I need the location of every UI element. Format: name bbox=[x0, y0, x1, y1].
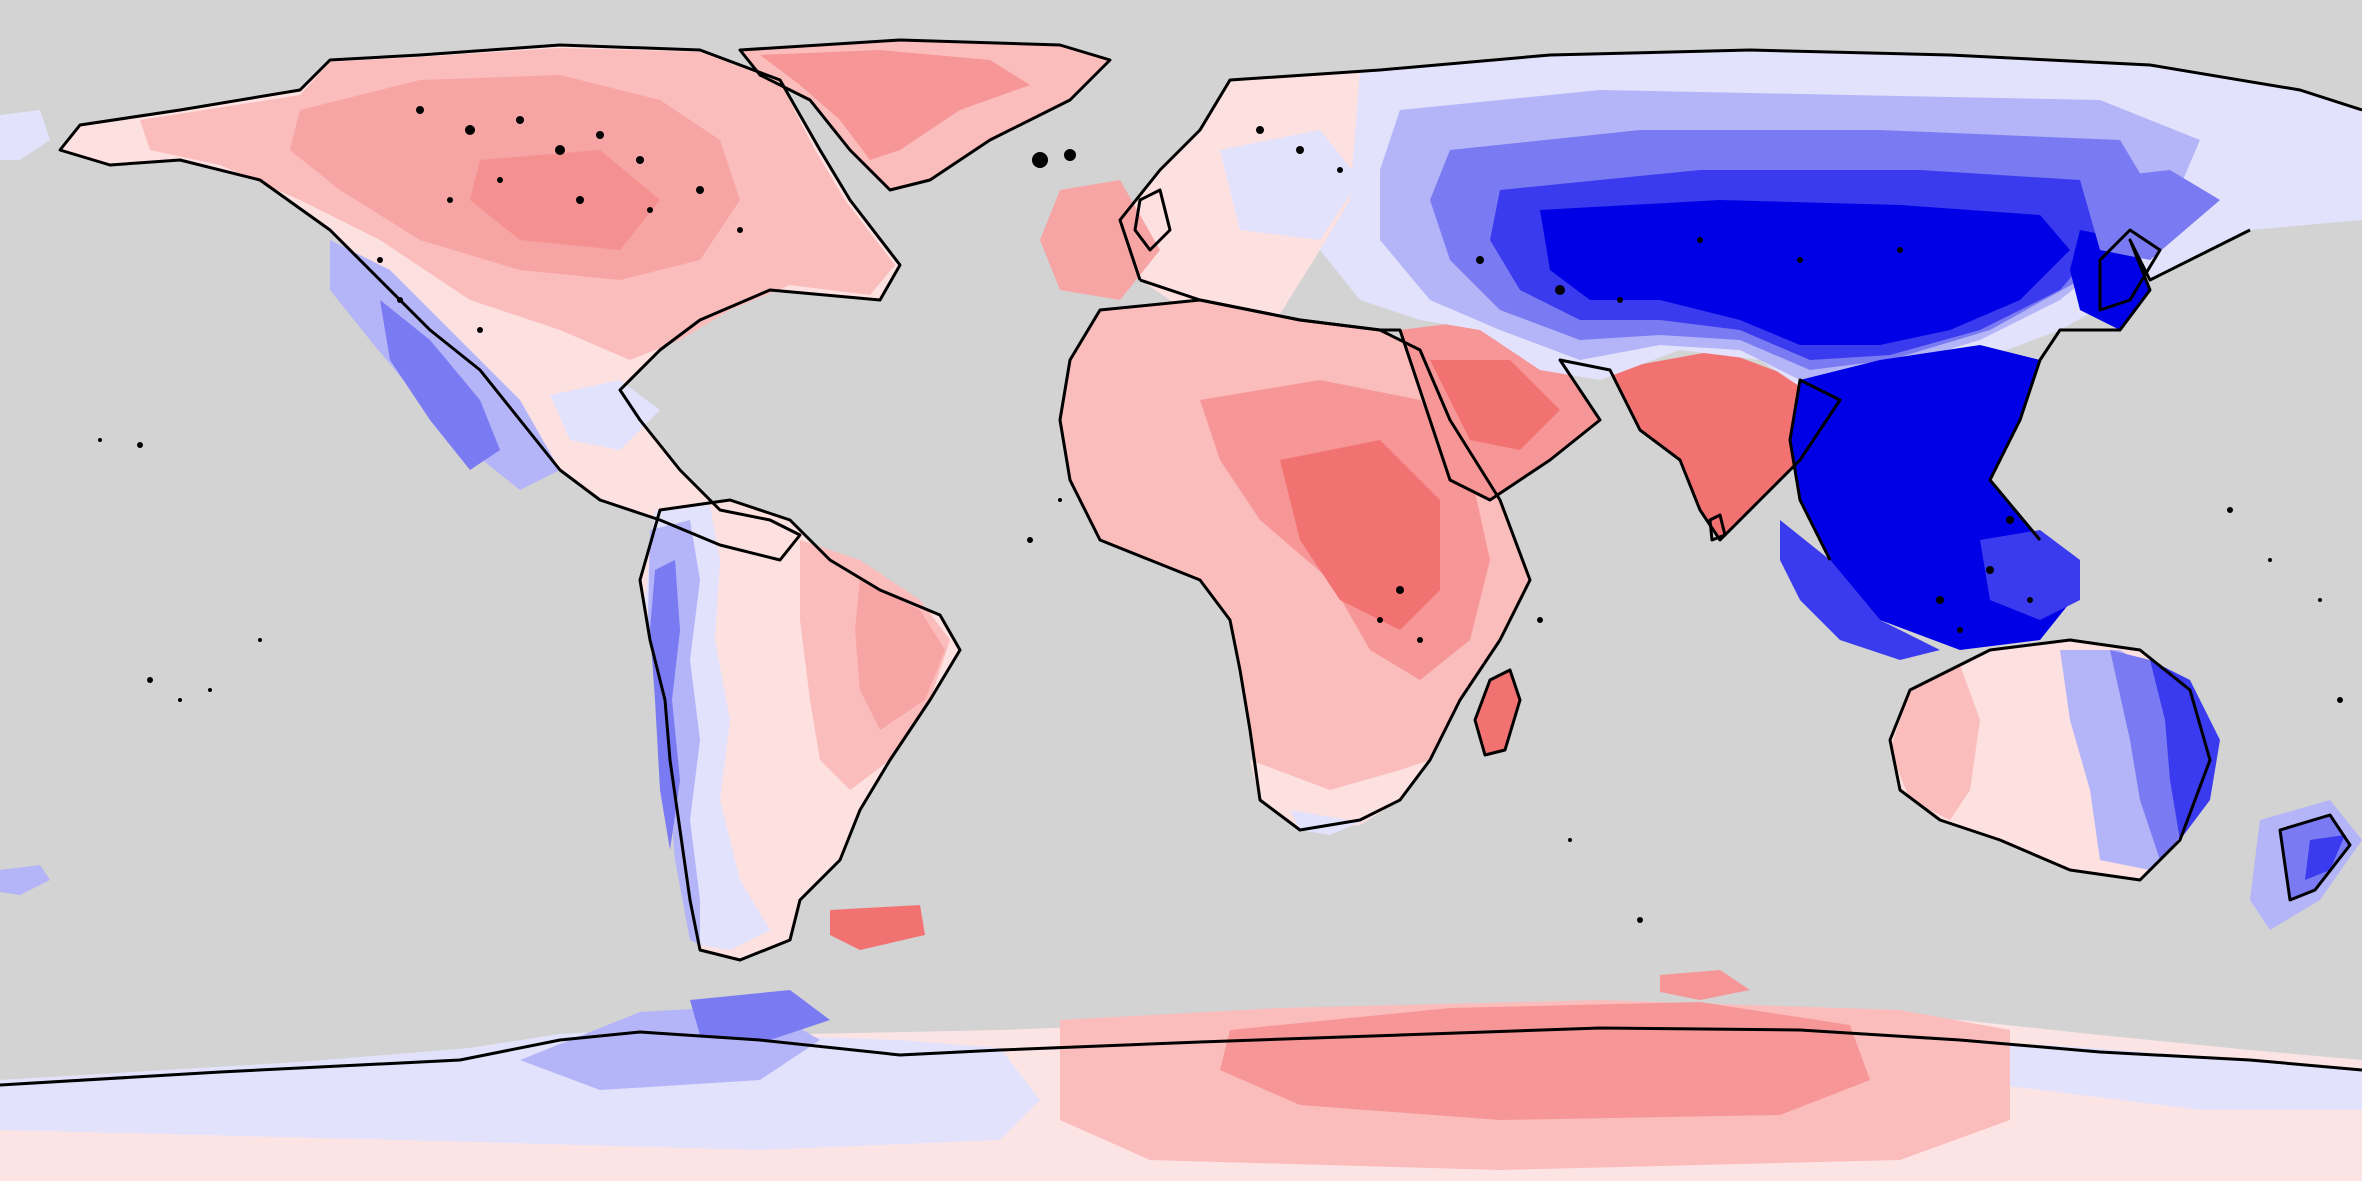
southeast-asia bbox=[1780, 345, 2080, 660]
coastline-south-america bbox=[638, 498, 962, 962]
coastline-new-zealand bbox=[2278, 813, 2352, 902]
edge-patches bbox=[0, 110, 2362, 895]
lakes-and-islands bbox=[98, 106, 2343, 923]
south-america bbox=[640, 500, 960, 960]
coastline-africa bbox=[1058, 298, 1532, 832]
coastline-eurasia bbox=[1118, 48, 2362, 561]
coastline-greenland bbox=[738, 38, 1112, 192]
coastline-australia bbox=[1888, 638, 2212, 882]
coastline-britain bbox=[1133, 188, 1172, 252]
greenland bbox=[740, 40, 1110, 190]
coastline-japan bbox=[2098, 228, 2162, 312]
north-america bbox=[60, 45, 900, 560]
coastline-madagascar bbox=[1473, 668, 1522, 757]
coastline-sri-lanka bbox=[1708, 513, 1727, 542]
antarctica bbox=[0, 970, 2362, 1181]
australia bbox=[1890, 640, 2220, 880]
coastlines bbox=[0, 38, 2362, 1087]
coastline-north-america bbox=[58, 43, 902, 562]
africa bbox=[1060, 300, 1530, 835]
asia bbox=[1320, 50, 2362, 400]
new-zealand bbox=[2250, 800, 2362, 930]
coastline-antarctica bbox=[0, 1026, 2362, 1087]
india bbox=[1610, 350, 1840, 540]
